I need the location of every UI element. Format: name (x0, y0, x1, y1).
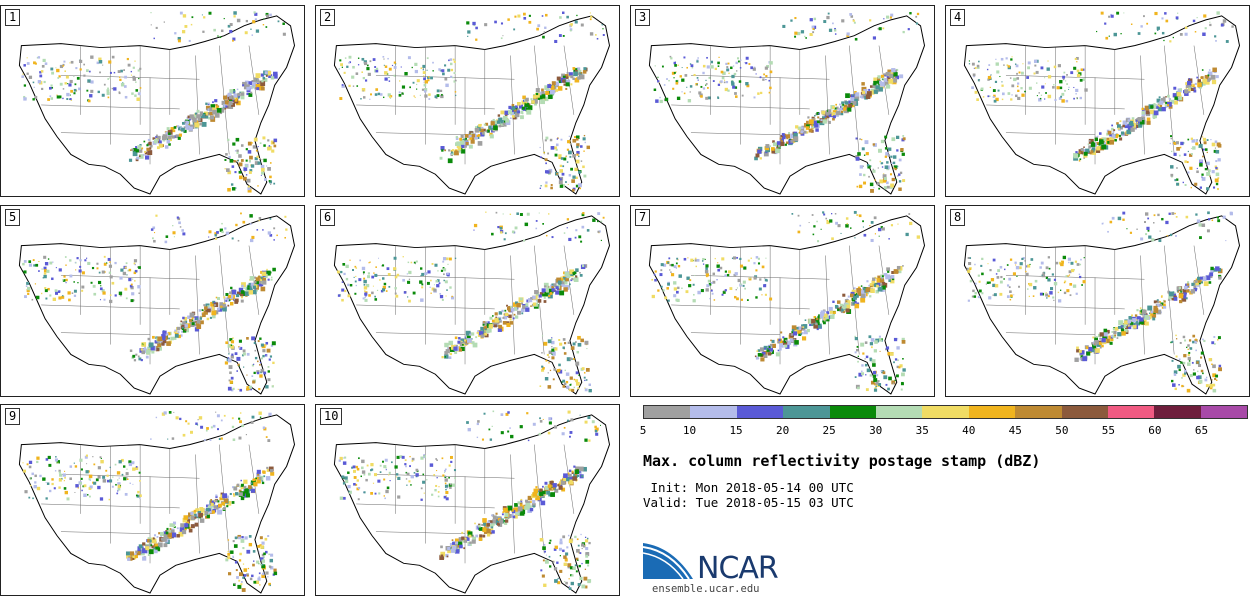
postage-stamp-1: 1 (0, 5, 305, 197)
colorbar-tick: 20 (775, 424, 790, 437)
reflectivity-map (648, 210, 926, 395)
reflectivity-map (18, 212, 296, 395)
colorbar-swatch (1015, 406, 1062, 418)
colorbar-tick: 65 (1194, 424, 1209, 437)
colorbar-swatch (1107, 406, 1155, 418)
colorbar-tick: 35 (915, 424, 929, 437)
postage-stamp-3: 3 (630, 5, 935, 197)
colorbar-tick: 50 (1055, 424, 1069, 437)
ncar-logo-text: NCAR (697, 551, 779, 586)
colorbar-tick: 30 (869, 424, 883, 437)
colorbar-tick: 15 (729, 424, 743, 437)
colorbar-swatch (644, 406, 691, 418)
reflectivity-map (963, 11, 1241, 195)
colorbar-tick: 5 (639, 424, 647, 437)
postage-stamp-7: 7 (630, 205, 935, 397)
colorbar-swatch (922, 406, 969, 418)
colorbar-swatch (875, 406, 923, 418)
postage-stamp-6: 6 (315, 205, 620, 397)
colorbar-tick: 40 (962, 424, 976, 437)
colorbar-tick: 25 (822, 424, 836, 437)
colorbar-swatch (736, 406, 784, 418)
stamp-member-label: 8 (950, 209, 966, 226)
stamp-member-label: 3 (635, 9, 651, 26)
colorbar-tick: 60 (1148, 424, 1162, 437)
stamp-member-label: 6 (320, 209, 336, 226)
colorbar-swatch (968, 406, 1016, 418)
reflectivity-colorbar (643, 405, 1248, 419)
init-time: Init: Mon 2018-05-14 00 UTC (643, 480, 854, 495)
postage-stamp-9: 9 (0, 404, 305, 596)
figure-title: Max. column reflectivity postage stamp (… (643, 452, 1041, 470)
colorbar-tick: 45 (1008, 424, 1022, 437)
reflectivity-map (648, 12, 926, 195)
stamp-member-label: 5 (5, 209, 21, 226)
reflectivity-map (333, 410, 611, 594)
colorbar-swatch (829, 406, 876, 418)
postage-stamp-8: 8 (945, 205, 1250, 397)
postage-stamp-10: 10 (315, 404, 620, 596)
stamp-member-label: 2 (320, 9, 336, 26)
colorbar-tick-labels: 5 10 15 20 25 30 35 40 45 50 55 60 65 (639, 424, 1248, 438)
colorbar-tick: 55 (1101, 424, 1115, 437)
website-url: ensemble.ucar.edu (652, 583, 760, 595)
reflectivity-map (963, 211, 1241, 395)
colorbar-swatch (690, 406, 737, 418)
stamp-member-label: 4 (950, 9, 966, 26)
stamp-member-label: 10 (320, 408, 343, 425)
colorbar-tick: 10 (682, 424, 697, 437)
reflectivity-map (333, 11, 611, 195)
reflectivity-map (333, 211, 611, 395)
colorbar-swatch (1061, 406, 1108, 418)
reflectivity-map (18, 411, 296, 594)
postage-stamp-4: 4 (945, 5, 1250, 197)
valid-time: Valid: Tue 2018-05-15 03 UTC (643, 495, 854, 510)
ncar-logo-icon (643, 543, 693, 580)
colorbar-swatch (1200, 406, 1248, 418)
stamp-member-label: 1 (5, 9, 21, 26)
stamp-member-label: 7 (635, 209, 651, 226)
reflectivity-map (18, 11, 296, 195)
postage-stamp-5: 5 (0, 205, 305, 397)
postage-stamp-2: 2 (315, 5, 620, 197)
colorbar-swatch (1154, 406, 1201, 418)
stamp-member-label: 9 (5, 408, 21, 425)
colorbar-swatch (783, 406, 830, 418)
